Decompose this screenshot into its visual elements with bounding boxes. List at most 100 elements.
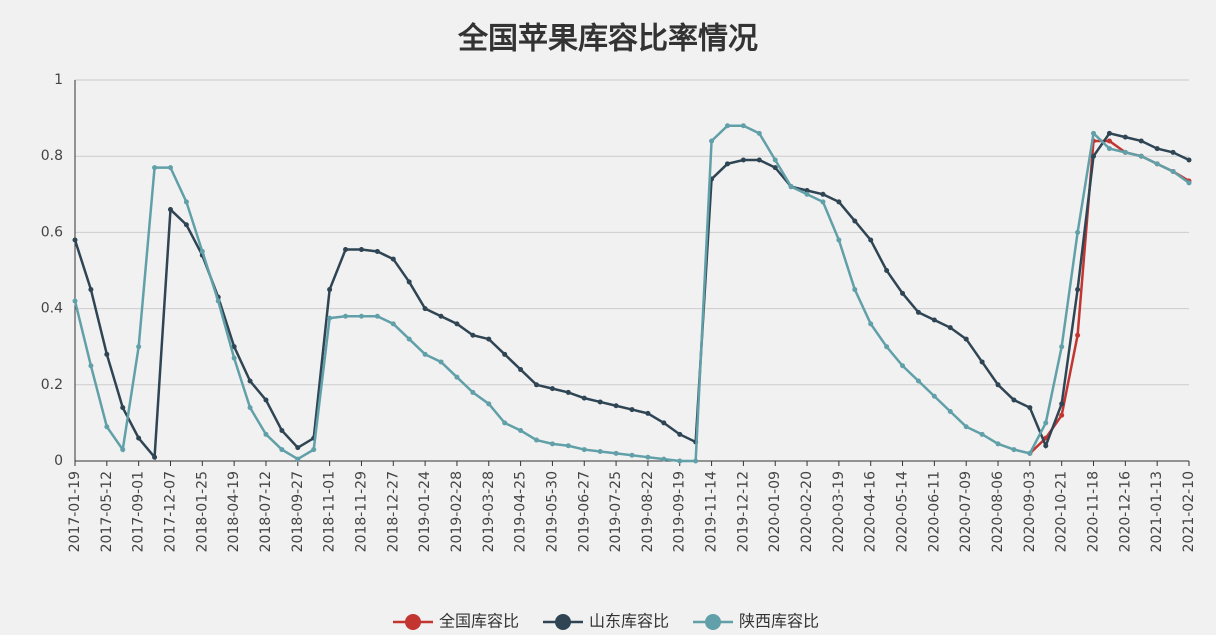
legend-label: 陕西库容比 bbox=[739, 612, 819, 631]
legend-marker bbox=[555, 614, 571, 630]
x-tick-label: 2021-02-10 bbox=[1181, 471, 1197, 552]
point bbox=[1043, 420, 1049, 426]
point bbox=[661, 456, 667, 462]
point bbox=[1138, 138, 1144, 144]
point bbox=[852, 287, 858, 293]
point bbox=[661, 420, 667, 426]
y-tick-label: 0.4 bbox=[41, 301, 63, 317]
point bbox=[1059, 401, 1065, 407]
point bbox=[104, 351, 110, 357]
point bbox=[231, 344, 237, 350]
point bbox=[1027, 405, 1033, 411]
point bbox=[183, 199, 189, 205]
point bbox=[390, 321, 396, 327]
point bbox=[390, 256, 396, 262]
y-tick-label: 1 bbox=[54, 72, 63, 88]
point bbox=[422, 306, 428, 312]
point bbox=[343, 247, 349, 253]
point bbox=[1091, 153, 1097, 159]
x-tick-label: 2018-04-19 bbox=[226, 471, 242, 552]
x-tick-label: 2020-11-18 bbox=[1086, 471, 1102, 552]
point bbox=[756, 130, 762, 136]
point bbox=[645, 410, 651, 416]
point bbox=[199, 248, 205, 254]
x-tick-label: 2020-08-06 bbox=[990, 471, 1006, 552]
point bbox=[740, 157, 746, 163]
point bbox=[900, 363, 906, 369]
point bbox=[183, 222, 189, 228]
point bbox=[820, 199, 826, 205]
x-tick-label: 2020-04-16 bbox=[863, 471, 879, 552]
point bbox=[820, 191, 826, 197]
point bbox=[120, 405, 126, 411]
x-tick-label: 2020-07-09 bbox=[958, 471, 974, 552]
point bbox=[120, 447, 126, 453]
point bbox=[772, 165, 778, 171]
point bbox=[804, 187, 810, 193]
point bbox=[518, 428, 524, 434]
point bbox=[756, 157, 762, 163]
point bbox=[152, 454, 158, 460]
point bbox=[852, 218, 858, 224]
point bbox=[72, 237, 78, 243]
x-tick-label: 2020-06-11 bbox=[926, 471, 942, 552]
x-tick-label: 2021-01-13 bbox=[1149, 471, 1165, 552]
point bbox=[136, 344, 142, 350]
point bbox=[581, 395, 587, 401]
point bbox=[438, 359, 444, 365]
point bbox=[486, 336, 492, 342]
point bbox=[565, 443, 571, 449]
y-tick-label: 0.2 bbox=[41, 377, 63, 393]
point bbox=[1059, 412, 1065, 418]
point bbox=[947, 325, 953, 331]
point bbox=[613, 403, 619, 409]
point bbox=[1075, 332, 1081, 338]
point bbox=[343, 313, 349, 319]
chart-title: 全国苹果库容比率情况 bbox=[457, 22, 758, 57]
point bbox=[597, 399, 603, 405]
point bbox=[534, 437, 540, 443]
point bbox=[167, 207, 173, 213]
point bbox=[836, 237, 842, 243]
x-tick-label: 2019-08-22 bbox=[640, 471, 656, 552]
point bbox=[995, 382, 1001, 388]
point bbox=[772, 157, 778, 163]
point bbox=[1059, 344, 1065, 350]
x-tick-label: 2019-01-24 bbox=[417, 471, 433, 552]
point bbox=[231, 355, 237, 361]
x-tick-label: 2020-02-20 bbox=[799, 471, 815, 552]
point bbox=[549, 441, 555, 447]
point bbox=[1122, 134, 1128, 140]
x-tick-label: 2019-02-28 bbox=[449, 471, 465, 552]
x-tick-label: 2020-09-03 bbox=[1022, 471, 1038, 552]
point bbox=[1011, 397, 1017, 403]
point bbox=[1011, 447, 1017, 453]
point bbox=[868, 321, 874, 327]
point bbox=[72, 298, 78, 304]
point bbox=[788, 184, 794, 190]
point bbox=[152, 165, 158, 171]
x-tick-label: 2018-11-29 bbox=[353, 471, 369, 552]
point bbox=[740, 123, 746, 129]
point bbox=[136, 435, 142, 441]
point bbox=[438, 313, 444, 319]
y-tick-label: 0.8 bbox=[41, 148, 63, 164]
point bbox=[374, 248, 380, 254]
point bbox=[327, 287, 333, 293]
point bbox=[518, 367, 524, 373]
point bbox=[486, 401, 492, 407]
point bbox=[422, 351, 428, 357]
point bbox=[279, 428, 285, 434]
x-tick-label: 2020-10-21 bbox=[1054, 471, 1070, 552]
x-tick-label: 2017-09-01 bbox=[131, 471, 147, 552]
point bbox=[247, 405, 253, 411]
point bbox=[645, 454, 651, 460]
point bbox=[1075, 287, 1081, 293]
x-tick-label: 2018-12-27 bbox=[385, 471, 401, 552]
point bbox=[1122, 149, 1128, 155]
y-tick-label: 0 bbox=[54, 453, 63, 469]
point bbox=[1170, 149, 1176, 155]
point bbox=[995, 441, 1001, 447]
point bbox=[1027, 450, 1033, 456]
